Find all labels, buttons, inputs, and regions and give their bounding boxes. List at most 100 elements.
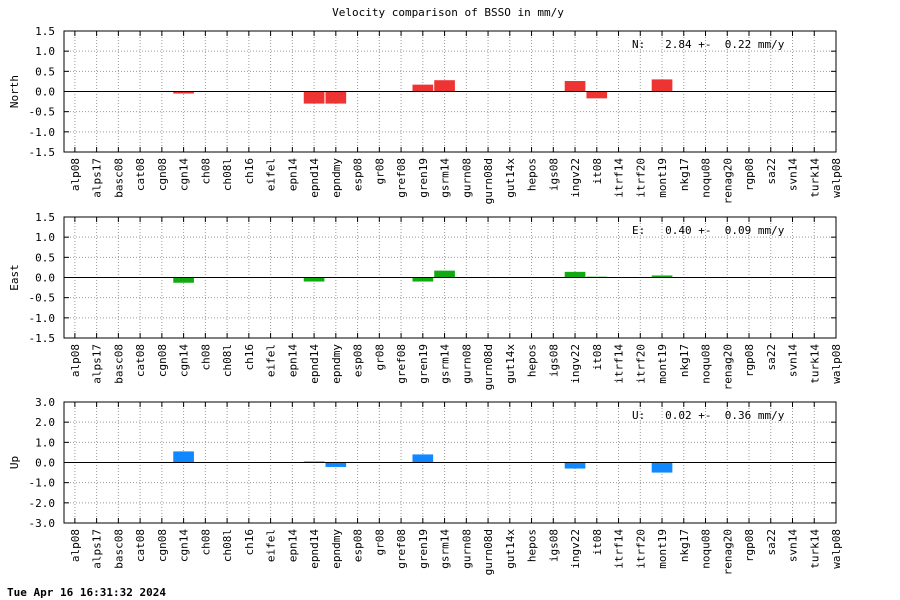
- panel-2-x-tick-label: alp08: [69, 529, 82, 562]
- panel-1-plot-frame: [63, 216, 837, 339]
- panel-2-y-tick-label: -2.0: [29, 497, 56, 510]
- panel-0-x-tick-label: epn14: [286, 158, 299, 191]
- panel-1-x-tick-label: gurn08: [460, 344, 473, 384]
- panel-0-x-tick-label: gsrm14: [439, 158, 452, 198]
- panel-2-x-tick-label: ch08l: [221, 529, 234, 562]
- panel-0-y-tick-label: 1.0: [35, 45, 55, 58]
- panel-2-x-tick-label: svn14: [787, 529, 800, 562]
- panel-2-x-tick-label: gref08: [395, 529, 408, 569]
- panel-0-x-tick-label: sa22: [765, 158, 778, 185]
- panel-0-x-tick-label: nkg17: [678, 158, 691, 191]
- panel-2-y-tick-label: 3.0: [35, 396, 55, 409]
- panel-1-x-tick-label: renag20: [721, 344, 734, 390]
- panel-1-x-tick-label: ingv22: [569, 344, 582, 384]
- panel-1-x-tick-label: epndmy: [330, 344, 343, 384]
- panel-1-bar-gsrm14: [434, 270, 455, 278]
- panel-1-x-tick-label: eifel: [265, 344, 278, 377]
- panel-1-x-tick-label: nkg17: [678, 344, 691, 377]
- panel-0-x-tick-label: gref08: [395, 158, 408, 198]
- panel-0-plot-frame: [63, 30, 837, 153]
- panel-1-x-tick-label: ch16: [243, 344, 256, 371]
- panel-0-x-tick-label: hepos: [526, 158, 539, 191]
- panel-1-x-tick-label: hepos: [526, 344, 539, 377]
- panel-2-x-tick-label: epndmy: [330, 529, 343, 569]
- panel-0-y-tick-label: -1.0: [29, 126, 56, 139]
- panel-2-y-tick-label: 2.0: [35, 416, 55, 429]
- panel-2-x-tick-label: walp08: [830, 529, 843, 569]
- panel-2-bar-epndmy: [325, 462, 347, 467]
- panel-0-x-tick-label: walp08: [830, 158, 843, 198]
- panel-1-x-tick-label: turk14: [808, 344, 821, 384]
- panel-1-x-tick-label: noqu08: [700, 344, 713, 384]
- panel-2-y-tick-label: 0.0: [35, 457, 55, 470]
- panel-2-x-tick-label: ch08: [199, 529, 212, 556]
- panel-1-y-tick-label: 0.0: [35, 272, 55, 285]
- panel-1-y-tick-label: 1.5: [35, 211, 55, 224]
- panel-1-x-tick-label: cgn14: [178, 344, 191, 377]
- panel-0-x-tick-label: cat08: [134, 158, 147, 191]
- panel-1-x-tick-label: gr08: [373, 344, 386, 371]
- panel-1-x-tick-label: esp08: [352, 344, 365, 377]
- panel-2-x-tick-label: gurn08d: [482, 529, 495, 575]
- panel-1-y-tick-label: -1.5: [29, 332, 56, 345]
- panel-2-x-tick-label: gr08: [373, 529, 386, 556]
- panel-1-y-tick-label: -1.0: [29, 312, 56, 325]
- panel-0-x-tick-label: igs08: [547, 158, 560, 191]
- panel-0-x-tick-label: epndmy: [330, 158, 343, 198]
- panel-2-y-tick-label: -1.0: [29, 477, 56, 490]
- panel-0-velocity-annotation: N: 2.84 +- 0.22 mm/y: [632, 38, 785, 51]
- panel-1-x-tick-label: rgp08: [743, 344, 756, 377]
- panel-2-x-tick-label: mont19: [656, 529, 669, 569]
- panel-2-x-tick-label: it08: [591, 529, 604, 556]
- panel-0-x-tick-label: ch08: [199, 158, 212, 185]
- panel-0-y-axis-label: North: [8, 75, 21, 108]
- panel-1-y-tick-label: -0.5: [29, 292, 56, 305]
- panel-0-x-tick-label: epnd14: [308, 158, 321, 198]
- panel-1-x-tick-label: cgn08: [156, 344, 169, 377]
- panel-1-x-tick-label: sa22: [765, 344, 778, 371]
- panel-1-x-tick-label: gut14x: [504, 344, 517, 384]
- panel-2-x-tick-label: sa22: [765, 529, 778, 556]
- panel-0-x-tick-label: noqu08: [700, 158, 713, 198]
- chart-title: Velocity comparison of BSSO in mm/y: [332, 6, 564, 19]
- panel-2-x-tick-label: ingv22: [569, 529, 582, 569]
- panel-1-x-tick-label: epnd14: [308, 344, 321, 384]
- panel-0-x-tick-label: itrf20: [634, 158, 647, 198]
- panel-0-x-tick-label: mont19: [656, 158, 669, 198]
- panel-2-x-tick-label: eifel: [265, 529, 278, 562]
- panel-1-x-tick-label: ch08: [199, 344, 212, 371]
- footer-timestamp: Tue Apr 16 16:31:32 2024: [7, 586, 166, 599]
- panel-1-x-tick-label: igs08: [547, 344, 560, 377]
- panel-0-x-tick-label: turk14: [808, 158, 821, 198]
- panel-2-bar-cgn14: [173, 451, 194, 463]
- panel-2-x-tick-label: gsrm14: [439, 529, 452, 569]
- panel-0-bar-cgn14: [173, 91, 194, 94]
- panel-2-x-tick-label: basc08: [112, 529, 125, 569]
- panel-1-x-tick-label: it08: [591, 344, 604, 371]
- panel-0-bar-it08: [586, 91, 608, 99]
- panel-1-bar-gren19: [412, 277, 434, 282]
- panel-0-x-tick-label: esp08: [352, 158, 365, 191]
- panel-2-x-tick-label: esp08: [352, 529, 365, 562]
- panel-2-x-tick-label: nkg17: [678, 529, 691, 562]
- panel-1-x-tick-label: walp08: [830, 344, 843, 384]
- panel-0-x-tick-label: ingv22: [569, 158, 582, 198]
- panel-1-x-tick-label: gren19: [417, 344, 430, 384]
- panel-2-x-tick-label: renag20: [721, 529, 734, 575]
- panel-2-x-tick-label: hepos: [526, 529, 539, 562]
- panel-1-x-tick-label: alps17: [91, 344, 104, 384]
- panel-1-bar-cgn14: [173, 277, 194, 283]
- panel-0-bar-gren19: [412, 84, 434, 92]
- panel-2-plot-frame: [63, 401, 837, 524]
- panel-2-x-tick-label: gurn08: [460, 529, 473, 569]
- panel-0-x-tick-label: eifel: [265, 158, 278, 191]
- panel-1-bar-mont19: [651, 275, 673, 278]
- panel-2-x-tick-label: turk14: [808, 529, 821, 569]
- panel-0-x-tick-label: cgn14: [178, 158, 191, 191]
- panel-0-y-tick-label: -1.5: [29, 146, 56, 159]
- panel-1-x-tick-label: basc08: [112, 344, 125, 384]
- panel-2-x-tick-label: cgn14: [178, 529, 191, 562]
- panel-0-x-tick-label: gr08: [373, 158, 386, 185]
- panel-1-x-tick-label: alp08: [69, 344, 82, 377]
